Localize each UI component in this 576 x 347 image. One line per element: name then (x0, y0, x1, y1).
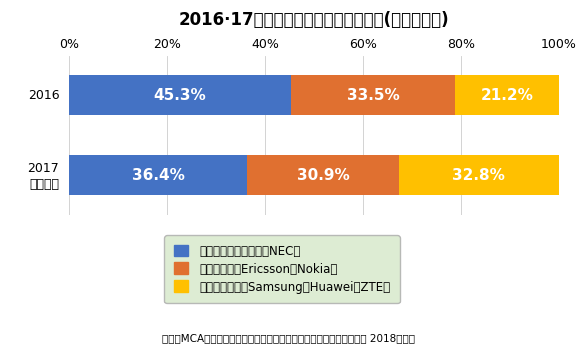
Text: （年度）: （年度） (29, 178, 59, 191)
Bar (291, 76, 455, 116)
Text: 36.4%: 36.4% (132, 168, 185, 183)
Legend: 国内ベンダ（富士通、NEC）, 北欧ベンダ（Ericsson、Nokia）, アジアベンダ（Samsung、Huawei、ZTE）: 国内ベンダ（富士通、NEC）, 北欧ベンダ（Ericsson、Nokia）, ア… (164, 235, 400, 303)
Text: 30.9%: 30.9% (297, 168, 350, 183)
Text: 32.8%: 32.8% (453, 168, 505, 183)
Text: 2017: 2017 (28, 162, 59, 175)
Text: 出典：MCA「携帯電話基地局市場及び周辺部材市場の現状と将来予測 2018年版」: 出典：MCA「携帯電話基地局市場及び周辺部材市場の現状と将来予測 2018年版」 (161, 333, 415, 344)
Bar (69, 155, 247, 195)
Text: 21.2%: 21.2% (480, 88, 533, 103)
Bar (69, 76, 291, 116)
Text: 33.5%: 33.5% (347, 88, 399, 103)
Text: 45.3%: 45.3% (154, 88, 206, 103)
Bar (399, 155, 559, 195)
Title: 2016·17年度の国内無線機シェア比較(金額ベース): 2016·17年度の国内無線機シェア比較(金額ベース) (179, 11, 449, 29)
Bar (455, 76, 559, 116)
Bar (247, 155, 399, 195)
Text: 2016: 2016 (28, 89, 59, 102)
